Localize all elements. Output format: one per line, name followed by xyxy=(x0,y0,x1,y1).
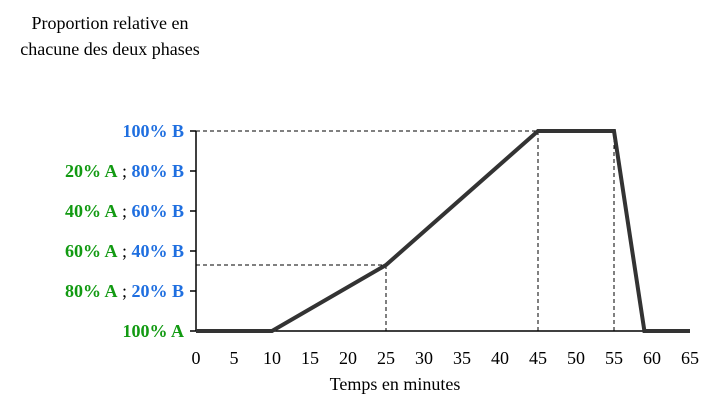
y-tick-label-a-4: 20% A xyxy=(65,161,118,181)
x-tick-label-11: 55 xyxy=(605,348,623,368)
x-axis-title: Temps en minutes xyxy=(329,374,461,394)
y-tick-label-b-5: 100% B xyxy=(122,121,184,141)
x-tick-label-7: 35 xyxy=(453,348,471,368)
y-tick-separator-3: ; xyxy=(117,201,131,221)
y-tick-label-1: 80% A ; 20% B xyxy=(65,281,184,301)
y-tick-label-b-3: 60% B xyxy=(131,201,184,221)
x-tick-label-4: 20 xyxy=(339,348,357,368)
y-tick-marks xyxy=(190,130,196,332)
y-tick-label-a-2: 60% A xyxy=(65,241,118,261)
y-tick-label-3: 40% A ; 60% B xyxy=(65,201,184,221)
y-tick-label-5: 100% B xyxy=(122,121,184,141)
reference-lines xyxy=(196,130,615,331)
y-tick-separator-1: ; xyxy=(117,281,131,301)
y-tick-label-b-4: 80% B xyxy=(131,161,184,181)
series-line-0 xyxy=(196,129,690,333)
x-tick-labels: 0 5 10 15 20 25 30 35 40 45 50 55 60 65 xyxy=(192,348,700,368)
series xyxy=(195,129,691,333)
y-tick-label-2: 60% A ; 40% B xyxy=(65,241,184,261)
x-tick-label-3: 15 xyxy=(301,348,319,368)
x-tick-label-12: 60 xyxy=(643,348,661,368)
y-tick-label-0: 100% A xyxy=(122,321,184,341)
x-tick-label-13: 65 xyxy=(681,348,699,368)
x-tick-label-2: 10 xyxy=(263,348,281,368)
x-tick-label-6: 30 xyxy=(415,348,433,368)
x-tick-label-8: 40 xyxy=(491,348,509,368)
y-tick-label-b-2: 40% B xyxy=(131,241,184,261)
y-tick-label-a-0: 100% A xyxy=(122,321,184,341)
axes xyxy=(195,131,690,332)
y-tick-labels: 100% A80% A ; 20% B60% A ; 40% B40% A ; … xyxy=(65,121,184,341)
y-tick-label-a-1: 80% A xyxy=(65,281,118,301)
y-tick-separator-4: ; xyxy=(117,161,131,181)
y-tick-label-a-3: 40% A xyxy=(65,201,118,221)
x-tick-label-10: 50 xyxy=(567,348,585,368)
y-axis-title: Proportion relative en chacune des deux … xyxy=(20,13,200,59)
x-tick-label-0: 0 xyxy=(192,348,201,368)
x-tick-label-1: 5 xyxy=(230,348,239,368)
x-tick-label-9: 45 xyxy=(529,348,547,368)
y-tick-label-b-1: 20% B xyxy=(131,281,184,301)
y-tick-label-4: 20% A ; 80% B xyxy=(65,161,184,181)
x-tick-label-5: 25 xyxy=(377,348,395,368)
y-tick-separator-2: ; xyxy=(117,241,131,261)
